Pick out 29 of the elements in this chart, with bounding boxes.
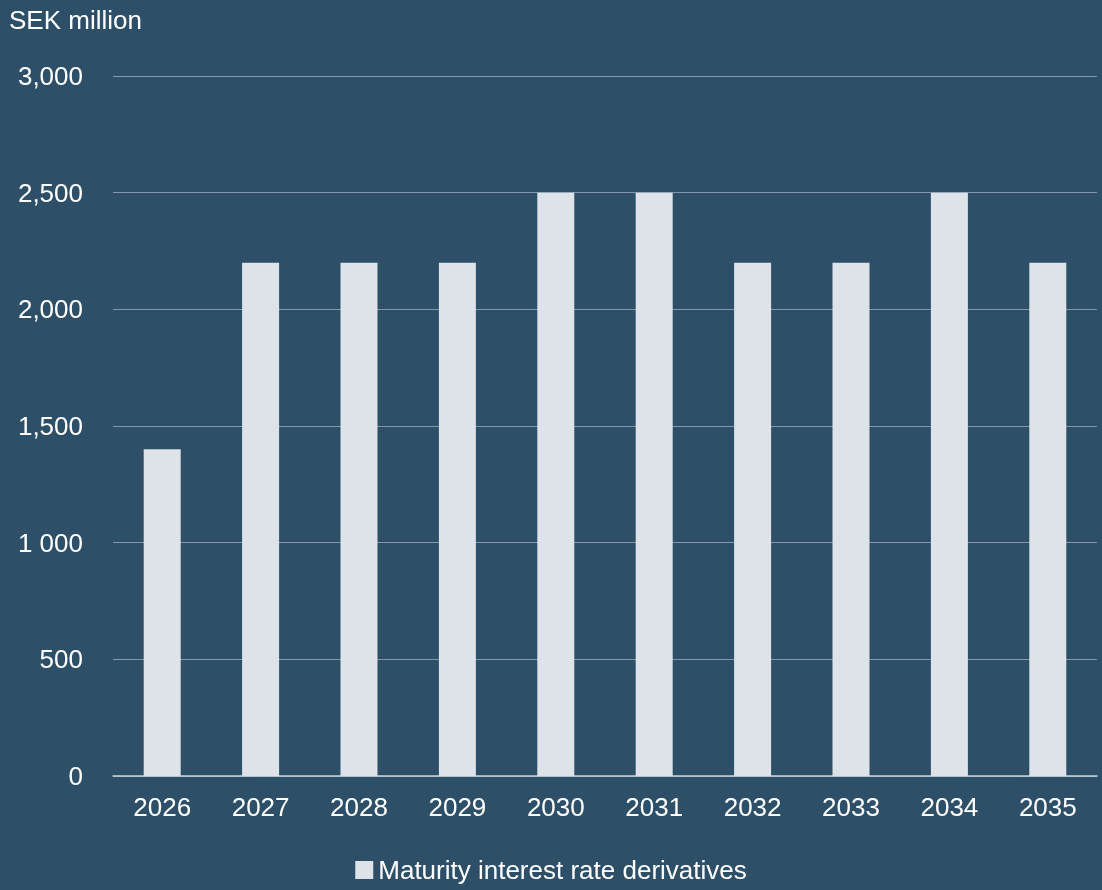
x-tick-label: 2035 (1018, 792, 1077, 822)
y-tick-label: 500 (39, 644, 83, 675)
bar (832, 262, 870, 776)
y-tick-label: 1,500 (17, 411, 83, 441)
y-tick-label: 2,500 (17, 177, 83, 208)
x-tick-label: 2032 (723, 792, 782, 822)
bar (438, 262, 476, 776)
x-tick-label: 2028 (330, 792, 388, 822)
x-tick-label: 2034 (920, 792, 979, 822)
y-tick-label: 2,000 (17, 294, 83, 325)
y-axis-title: SEK million (9, 5, 142, 35)
bar (340, 262, 378, 776)
bar (635, 192, 673, 776)
bar (242, 262, 280, 776)
x-tick-label: 2033 (822, 792, 880, 822)
x-tick-label: 2026 (133, 792, 192, 822)
legend-label: Maturity interest rate derivatives (378, 855, 747, 885)
bar (734, 262, 772, 776)
x-tick-label: 2031 (625, 792, 684, 822)
x-tick-label: 2029 (428, 792, 487, 822)
bar (537, 192, 575, 776)
bar (1029, 262, 1067, 776)
y-tick-label: 1 000 (17, 527, 83, 558)
y-tick-label: 3,000 (17, 61, 83, 91)
x-tick-label: 2030 (526, 792, 585, 822)
x-tick-label: 2027 (231, 792, 290, 822)
bar (143, 449, 181, 776)
bar (930, 192, 968, 776)
y-tick-label: 0 (68, 761, 83, 791)
